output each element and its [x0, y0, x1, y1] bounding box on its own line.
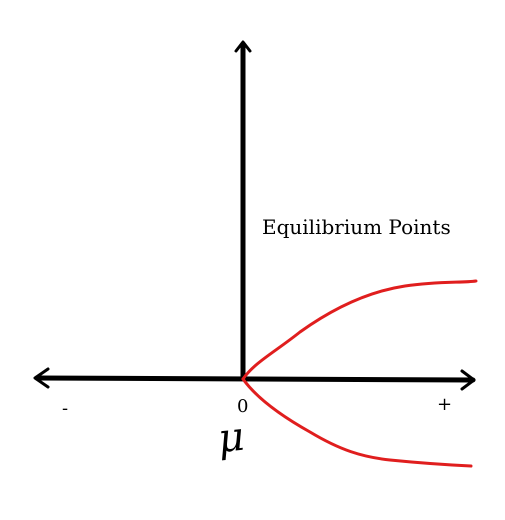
lower-equilibrium-branch [241, 377, 473, 468]
horizontal-axis-left-arrowhead [33, 367, 50, 389]
x-axis-negative-label: - [62, 398, 69, 419]
x-axis-positive-label: + [437, 394, 453, 415]
diagram-title: Equilibrium Points [262, 215, 451, 239]
upper-equilibrium-branch [241, 279, 478, 381]
horizontal-axis-right-arrowhead [460, 369, 476, 391]
parameter-mu-label: μ [215, 413, 247, 463]
vertical-axis-arrowhead [234, 40, 252, 53]
horizontal-axis [34, 375, 476, 383]
x-axis-origin-label: 0 [237, 396, 249, 417]
